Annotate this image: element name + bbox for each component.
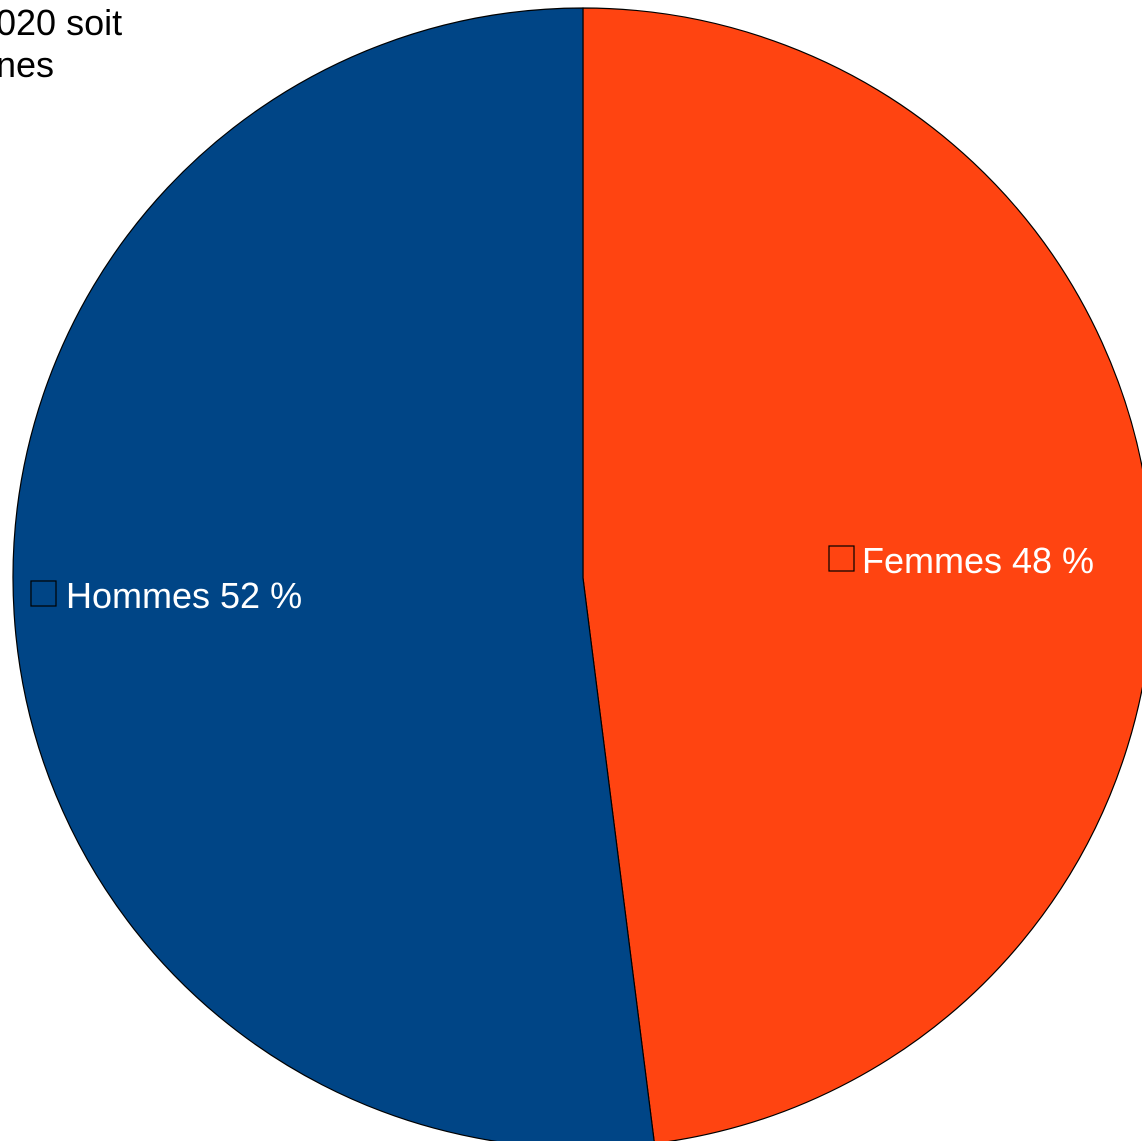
chart-title-fragment: 020 soit nes (0, 2, 122, 86)
slice-label-hommes-group: Hommes 52 % (30, 575, 302, 616)
legend-swatch-hommes (30, 580, 57, 607)
slice-label-hommes: Hommes 52 % (66, 575, 302, 616)
pie-slices (12, 7, 1142, 1141)
chart-title-line-1: 020 soit (0, 2, 123, 43)
slice-label-femmes: Femmes 48 % (862, 540, 1094, 581)
pie-labels: Femmes 48 % Hommes 52 % (30, 540, 1094, 616)
chart-title-line-2: nes (0, 44, 55, 85)
legend-swatch-femmes (828, 545, 855, 572)
slice-label-femmes-group: Femmes 48 % (828, 540, 1094, 581)
pie-slice-femmes (582, 7, 1142, 1141)
pie-slice-hommes (12, 7, 655, 1141)
